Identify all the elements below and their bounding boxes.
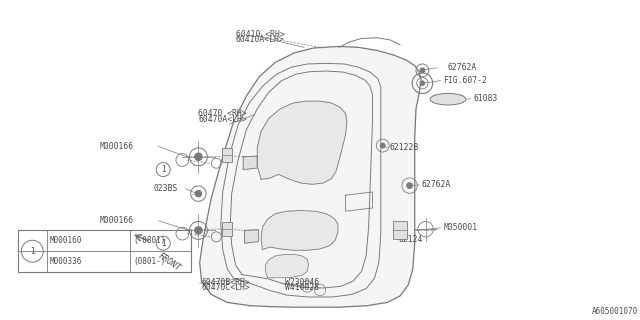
- Circle shape: [195, 190, 202, 197]
- Circle shape: [420, 81, 424, 85]
- Text: M000160: M000160: [50, 236, 82, 245]
- Text: 60470A<LH>: 60470A<LH>: [198, 115, 247, 124]
- Circle shape: [420, 68, 425, 73]
- Text: 62124: 62124: [398, 235, 422, 244]
- Text: 60470C<LH>: 60470C<LH>: [202, 284, 250, 292]
- Polygon shape: [200, 46, 421, 307]
- Text: 62122B: 62122B: [389, 143, 419, 152]
- Text: 1: 1: [161, 239, 166, 248]
- Text: 61083: 61083: [474, 94, 498, 103]
- Bar: [393, 221, 407, 239]
- Text: W230046: W230046: [285, 278, 319, 287]
- Text: M000166: M000166: [99, 142, 133, 151]
- Text: FRONT: FRONT: [157, 252, 182, 273]
- Bar: [18, 230, 191, 272]
- Circle shape: [195, 227, 202, 234]
- Polygon shape: [266, 254, 308, 278]
- Text: 1: 1: [30, 247, 35, 256]
- Polygon shape: [257, 101, 347, 184]
- Polygon shape: [244, 230, 259, 243]
- Polygon shape: [261, 211, 338, 250]
- Text: 62762A: 62762A: [448, 63, 477, 72]
- Polygon shape: [243, 156, 257, 170]
- Text: W410028: W410028: [285, 284, 319, 292]
- Ellipse shape: [430, 93, 466, 105]
- Text: 1: 1: [161, 165, 166, 174]
- Text: 60470 <RH>: 60470 <RH>: [198, 109, 247, 118]
- Bar: [222, 222, 232, 236]
- Text: FIG.607-2: FIG.607-2: [443, 76, 487, 85]
- Text: 60410 <RH>: 60410 <RH>: [236, 30, 284, 39]
- Text: 62762A: 62762A: [421, 180, 451, 189]
- Circle shape: [407, 183, 412, 188]
- Text: M000166: M000166: [99, 216, 133, 225]
- Circle shape: [195, 153, 202, 160]
- Text: A605001070: A605001070: [592, 307, 638, 316]
- Text: M050001: M050001: [444, 223, 477, 232]
- Circle shape: [380, 143, 385, 148]
- Text: M000336: M000336: [50, 257, 82, 266]
- Text: (-0801): (-0801): [133, 236, 165, 245]
- Text: 60470B<RH>: 60470B<RH>: [202, 278, 250, 287]
- Text: 60410A<LH>: 60410A<LH>: [236, 36, 284, 44]
- Bar: [222, 148, 232, 162]
- Text: 023BS: 023BS: [154, 184, 178, 193]
- Text: (0801-): (0801-): [133, 257, 165, 266]
